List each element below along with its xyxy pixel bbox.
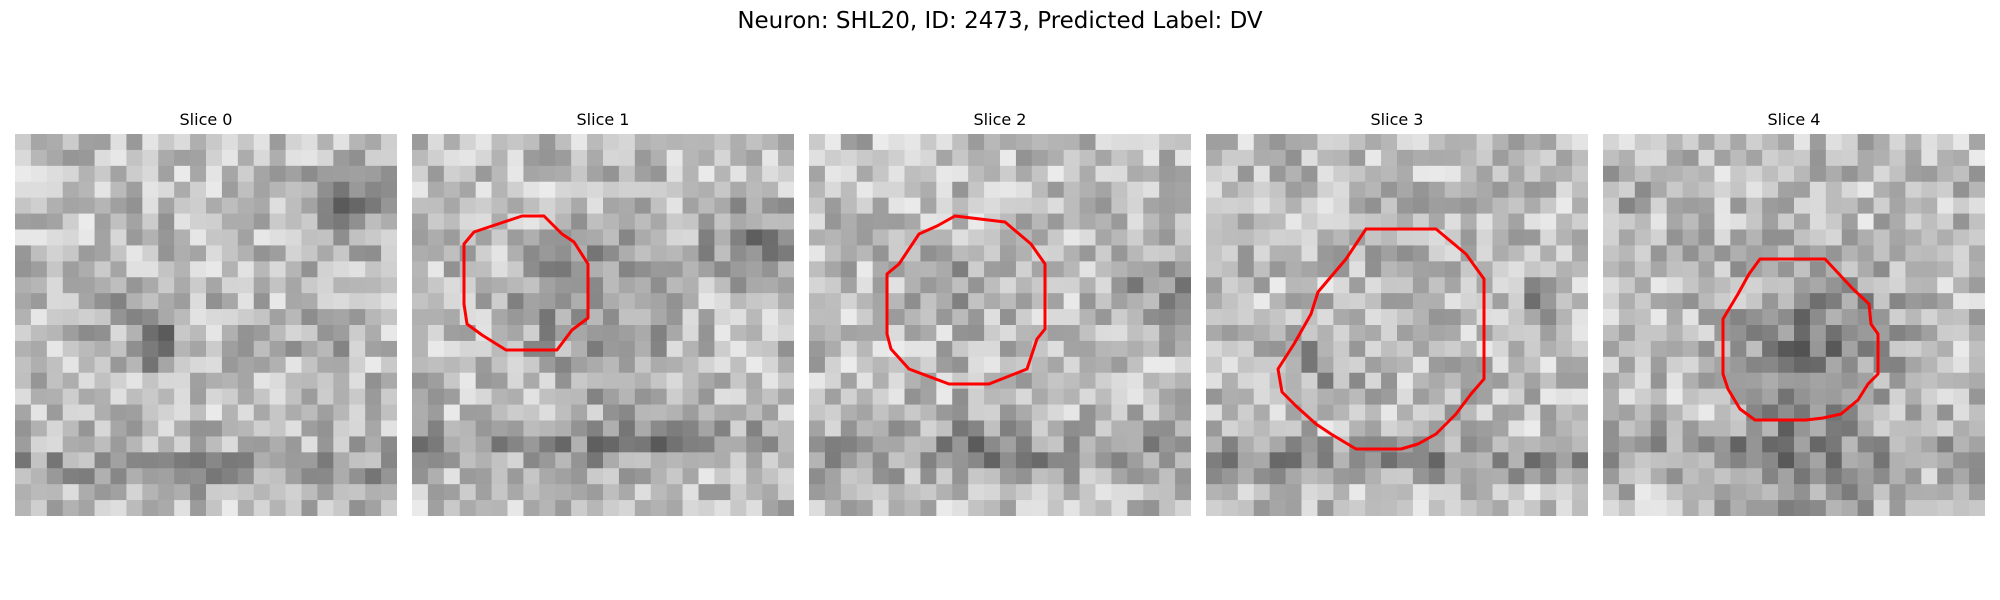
figure-title: Neuron: SHL20, ID: 2473, Predicted Label… (737, 8, 1263, 34)
slice-image (15, 134, 397, 516)
roi-contour (462, 214, 590, 352)
slice-title: Slice 1 (576, 110, 630, 129)
slice-panel-1: Slice 1 (412, 108, 794, 516)
slice-image (412, 134, 794, 516)
slice-image (1603, 134, 1985, 516)
roi-contour (1721, 257, 1880, 422)
slice-panel-2: Slice 2 (809, 108, 1191, 516)
slice-panel-4: Slice 4 (1603, 108, 1985, 516)
slice-title: Slice 0 (179, 110, 233, 129)
slice-panel-3: Slice 3 (1206, 108, 1588, 516)
roi-contour (885, 214, 1047, 386)
slice-panel-0: Slice 0 (15, 108, 397, 516)
roi-contour (1276, 227, 1486, 451)
slice-title: Slice 3 (1370, 110, 1424, 129)
slice-image (1206, 134, 1588, 516)
slice-title: Slice 2 (973, 110, 1027, 129)
slice-image (809, 134, 1191, 516)
slice-title: Slice 4 (1767, 110, 1821, 129)
